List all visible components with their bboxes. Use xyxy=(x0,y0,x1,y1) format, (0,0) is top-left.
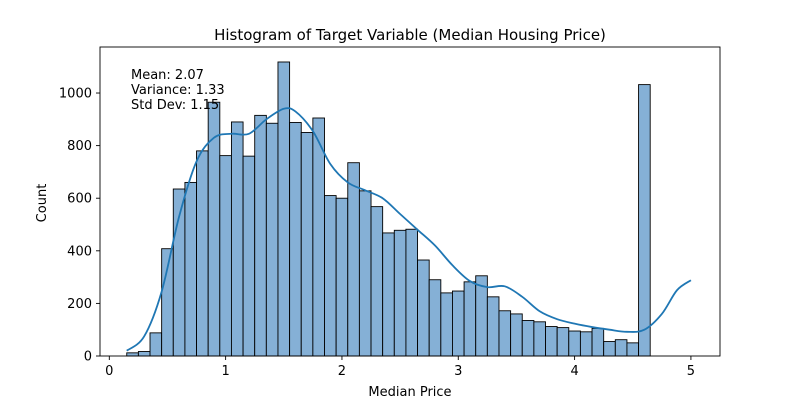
histogram-bar xyxy=(312,117,325,357)
histogram-bar xyxy=(219,155,232,357)
histogram-bar xyxy=(579,331,593,357)
chart-title: Histogram of Target Variable (Median Hou… xyxy=(214,26,606,44)
histogram-bar xyxy=(614,339,628,357)
x-tick-label: 4 xyxy=(570,364,578,379)
y-axis-label: Count xyxy=(35,184,50,223)
histogram-bar xyxy=(428,279,442,357)
stat-variance: Variance: 1.33 xyxy=(131,83,225,98)
x-tick-label: 2 xyxy=(338,364,346,379)
histogram-bar xyxy=(405,228,419,357)
y-tick-label: 1000 xyxy=(59,87,92,102)
histogram-bar xyxy=(591,327,605,357)
y-axis: 0 200 400 600 800 1000 xyxy=(59,87,100,365)
histogram-bar xyxy=(638,84,651,357)
histogram-bar xyxy=(417,259,430,357)
histogram-bar xyxy=(556,327,570,357)
histogram-bar xyxy=(289,122,302,357)
histogram-bar xyxy=(475,275,488,357)
x-tick-label: 3 xyxy=(454,364,462,379)
histogram-bar xyxy=(324,195,337,357)
histogram-bar xyxy=(521,320,535,357)
histogram-bar xyxy=(370,206,384,357)
histogram-bar xyxy=(545,326,558,357)
histogram-bar xyxy=(393,229,407,357)
x-axis-label: Median Price xyxy=(368,385,451,400)
stat-std-dev: Std Dev: 1.15 xyxy=(131,98,219,113)
histogram-bar xyxy=(254,114,267,357)
y-tick-label: 800 xyxy=(67,139,92,154)
histogram-bar xyxy=(463,281,477,357)
x-axis: 0 1 2 3 4 5 xyxy=(105,356,695,379)
histogram-bar xyxy=(603,341,616,357)
histogram-bar xyxy=(137,351,151,357)
histogram-bar xyxy=(382,232,395,357)
x-tick-label: 5 xyxy=(687,364,695,379)
histogram-bar xyxy=(347,162,360,357)
y-tick-label: 200 xyxy=(67,297,92,312)
histogram-bar xyxy=(568,330,581,357)
kde-curve xyxy=(126,107,692,352)
kde-layer xyxy=(126,107,692,352)
histogram-bar xyxy=(510,313,523,357)
x-tick-label: 0 xyxy=(105,364,113,379)
histogram-bar xyxy=(149,332,163,357)
histogram-bar xyxy=(300,132,314,357)
histogram-bar xyxy=(626,342,640,357)
bars-layer xyxy=(126,61,651,357)
histogram-bar xyxy=(230,121,244,357)
histogram-bar xyxy=(277,61,291,357)
stats-annotation: Mean: 2.07 Variance: 1.33 Std Dev: 1.15 xyxy=(131,68,225,113)
histogram-bar xyxy=(335,197,349,357)
histogram-bar xyxy=(440,292,453,357)
histogram-bar xyxy=(126,352,139,357)
x-tick-label: 1 xyxy=(221,364,229,379)
histogram-bar xyxy=(196,150,209,357)
histogram-bar xyxy=(358,190,372,357)
y-tick-label: 400 xyxy=(67,244,92,259)
histogram-bar xyxy=(486,296,500,357)
y-tick-label: 0 xyxy=(84,350,92,365)
histogram-bar xyxy=(265,122,279,357)
histogram-bar xyxy=(184,181,197,357)
histogram-bar xyxy=(452,290,465,357)
histogram-bar xyxy=(533,321,546,357)
y-tick-label: 600 xyxy=(67,192,92,207)
stat-mean: Mean: 2.07 xyxy=(131,68,204,83)
histogram-bar xyxy=(498,310,512,357)
histogram-bar xyxy=(242,155,256,357)
plot-frame xyxy=(99,46,721,357)
